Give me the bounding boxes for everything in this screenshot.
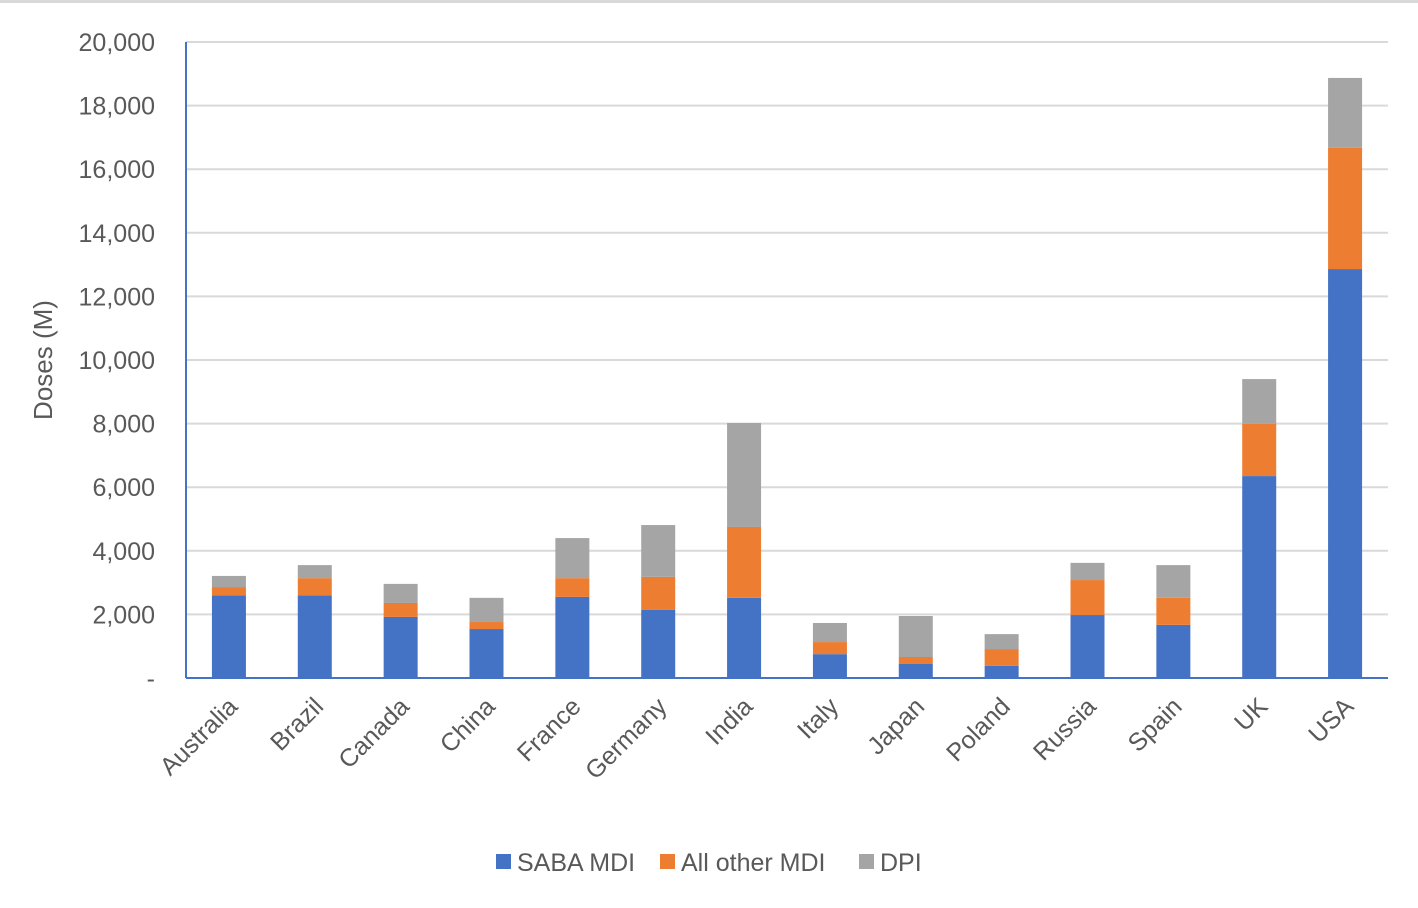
bar-all-other-mdi xyxy=(898,657,933,665)
y-tick-label: 20,000 xyxy=(79,29,155,57)
bar-all-other-mdi xyxy=(211,587,246,596)
bar-all-other-mdi xyxy=(297,578,332,596)
bar-dpi xyxy=(641,525,676,577)
y-tick-label: 18,000 xyxy=(79,93,155,121)
x-tick-label: Japan xyxy=(862,692,930,760)
bar-all-other-mdi xyxy=(383,602,418,617)
bar-saba-mdi xyxy=(1328,269,1363,678)
y-axis-title: Doses (M) xyxy=(28,300,58,420)
bar-dpi xyxy=(984,634,1019,650)
bar-all-other-mdi xyxy=(984,649,1019,666)
bar-saba-mdi xyxy=(1242,476,1277,678)
x-tick-label: France xyxy=(512,692,587,767)
bar-all-other-mdi xyxy=(727,526,762,598)
bar-all-other-mdi xyxy=(1070,580,1105,616)
legend-swatch xyxy=(660,854,675,869)
bar-all-other-mdi xyxy=(469,622,504,630)
bar-dpi xyxy=(1070,562,1105,581)
bar-saba-mdi xyxy=(898,664,933,678)
x-tick-label: Spain xyxy=(1123,692,1188,757)
bar-saba-mdi xyxy=(727,597,762,678)
x-tick-label: USA xyxy=(1303,692,1359,748)
bar-saba-mdi xyxy=(211,595,246,678)
bar-dpi xyxy=(297,565,332,579)
x-tick-label: Italy xyxy=(792,692,845,745)
bar-dpi xyxy=(383,583,418,603)
y-tick-label: 4,000 xyxy=(92,538,155,566)
y-tick-label: - xyxy=(147,665,155,693)
x-tick-label: Australia xyxy=(155,692,244,781)
bar-saba-mdi xyxy=(812,654,847,678)
bar-dpi xyxy=(898,615,933,658)
x-tick-label: Russia xyxy=(1028,692,1102,766)
y-tick-label: 2,000 xyxy=(92,601,155,629)
x-tick-label: Poland xyxy=(941,692,1016,767)
bar-saba-mdi xyxy=(1070,615,1105,678)
bar-dpi xyxy=(211,575,246,588)
x-tick-label: Brazil xyxy=(265,692,329,756)
bar-dpi xyxy=(555,538,590,579)
bar-saba-mdi xyxy=(383,616,418,678)
x-tick-label: India xyxy=(700,692,758,750)
bar-saba-mdi xyxy=(641,609,676,678)
y-tick-label: 12,000 xyxy=(79,283,155,311)
legend-label: All other MDI xyxy=(681,849,825,877)
bar-dpi xyxy=(1156,565,1191,598)
bar-all-other-mdi xyxy=(1328,147,1363,270)
bar-all-other-mdi xyxy=(1242,423,1277,477)
bar-saba-mdi xyxy=(555,596,590,678)
bar-all-other-mdi xyxy=(1156,597,1191,625)
bar-saba-mdi xyxy=(984,665,1019,678)
top-border xyxy=(0,0,1418,3)
x-tick-label: Canada xyxy=(333,692,415,774)
y-tick-label: 16,000 xyxy=(79,156,155,184)
legend-swatch xyxy=(496,854,511,869)
bar-all-other-mdi xyxy=(641,576,676,610)
x-tick-label: China xyxy=(435,692,501,758)
bar-saba-mdi xyxy=(297,595,332,678)
legend-swatch xyxy=(859,854,874,869)
bar-all-other-mdi xyxy=(555,578,590,597)
legend-label: DPI xyxy=(880,849,922,877)
y-tick-label: 6,000 xyxy=(92,474,155,502)
x-tick-label: Germany xyxy=(580,692,673,785)
bar-dpi xyxy=(469,597,504,623)
bar-all-other-mdi xyxy=(812,642,847,655)
bar-saba-mdi xyxy=(1156,624,1191,678)
bar-dpi xyxy=(1242,379,1277,424)
bar-dpi xyxy=(1328,77,1363,148)
y-tick-label: 14,000 xyxy=(79,220,155,248)
bar-saba-mdi xyxy=(469,629,504,678)
y-tick-label: 8,000 xyxy=(92,411,155,439)
legend-label: SABA MDI xyxy=(517,849,635,877)
x-tick-label: UK xyxy=(1229,692,1274,737)
bar-dpi xyxy=(727,422,762,527)
y-tick-label: 10,000 xyxy=(79,347,155,375)
bar-dpi xyxy=(812,622,847,643)
